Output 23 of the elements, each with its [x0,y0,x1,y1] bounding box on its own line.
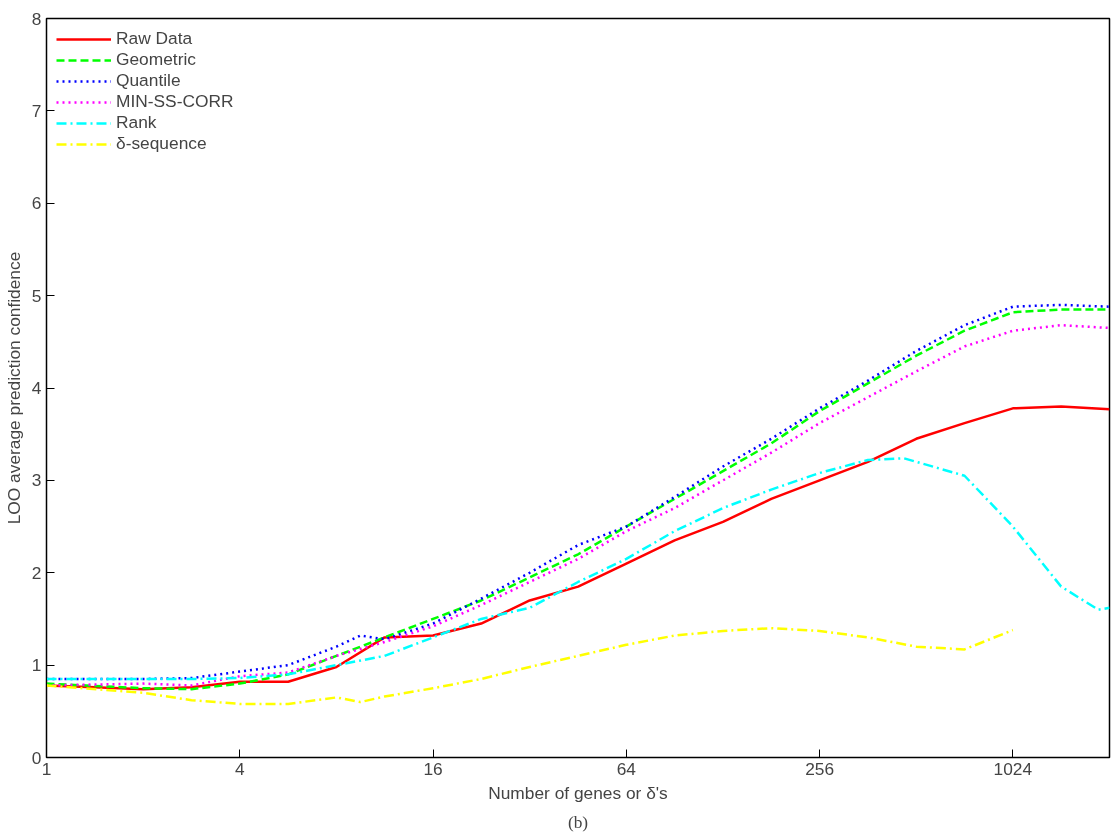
legend-label: Raw Data [116,28,193,49]
legend-label: Rank [116,112,157,133]
x-tick-label: 256 [805,758,835,779]
x-axis-title: Number of genes or δ's [488,782,669,803]
legend-label: MIN-SS-CORR [116,91,234,112]
x-tick-label: 16 [423,758,443,779]
y-tick-label: 6 [31,193,42,214]
y-tick-label: 7 [31,100,42,121]
x-tick-label: 4 [234,758,245,779]
x-tick-label: 1024 [993,758,1033,779]
y-tick-label: 4 [31,378,42,398]
y-tick-label: 2 [31,562,42,583]
y-axis-title: LOO average prediction confidence [3,251,24,525]
text: (b) [567,812,589,832]
y-tick-label: 1 [31,655,42,676]
y-tick-label: 0 [31,747,42,768]
y-tick-label: 3 [31,470,42,491]
legend-label: Geometric [116,49,196,70]
x-tick-label: 64 [616,758,637,779]
legend-label: δ-sequence [116,133,207,154]
y-tick-label: 8 [31,8,42,29]
legend-label: Quantile [116,70,181,91]
y-tick-label: 5 [31,285,42,306]
